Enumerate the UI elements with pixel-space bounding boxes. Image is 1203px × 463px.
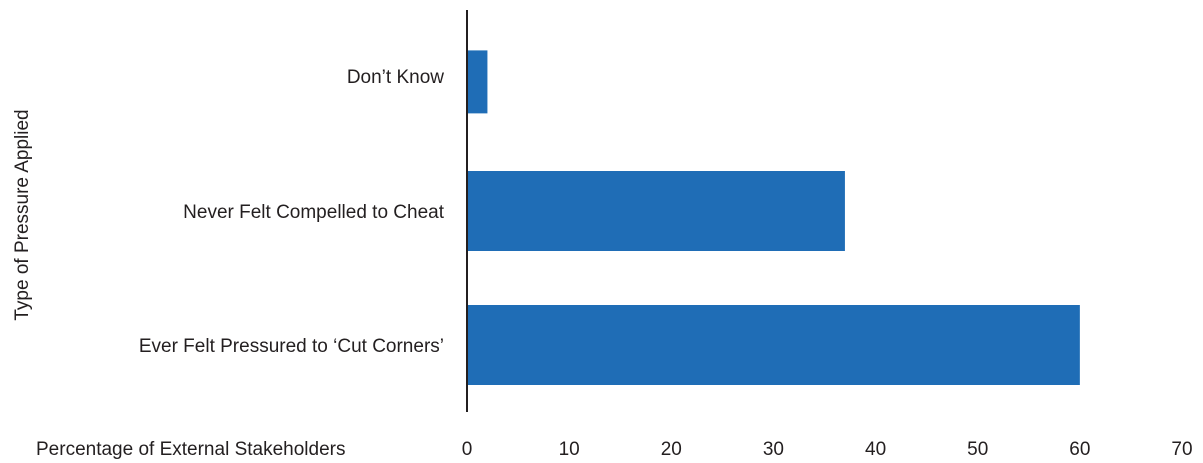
- category-labels: Don’t Know Never Felt Compelled to Cheat E…: [139, 67, 445, 357]
- x-tick-labels: 0 10 20 30 40 50 60 70: [462, 439, 1193, 460]
- category-label-0: Don’t Know: [347, 67, 444, 88]
- bars-group: [467, 50, 1080, 385]
- x-axis-label: Percentage of External Stakeholders: [36, 439, 345, 460]
- bar-1: [467, 171, 845, 251]
- x-tick-label-40: 40: [865, 439, 886, 460]
- x-tick-label-0: 0: [462, 439, 473, 460]
- x-tick-label-70: 70: [1171, 439, 1192, 460]
- x-tick-label-10: 10: [559, 439, 580, 460]
- bar-2: [467, 305, 1080, 385]
- x-tick-label-30: 30: [763, 439, 784, 460]
- category-label-1: Never Felt Compelled to Cheat: [183, 202, 445, 223]
- x-tick-label-50: 50: [967, 439, 988, 460]
- bar-0: [467, 50, 488, 114]
- category-label-2: Ever Felt Pressured to ‘Cut Corners’: [139, 336, 444, 357]
- x-tick-label-20: 20: [661, 439, 682, 460]
- y-axis-label: Type of Pressure Applied: [12, 109, 33, 320]
- x-tick-label-60: 60: [1069, 439, 1090, 460]
